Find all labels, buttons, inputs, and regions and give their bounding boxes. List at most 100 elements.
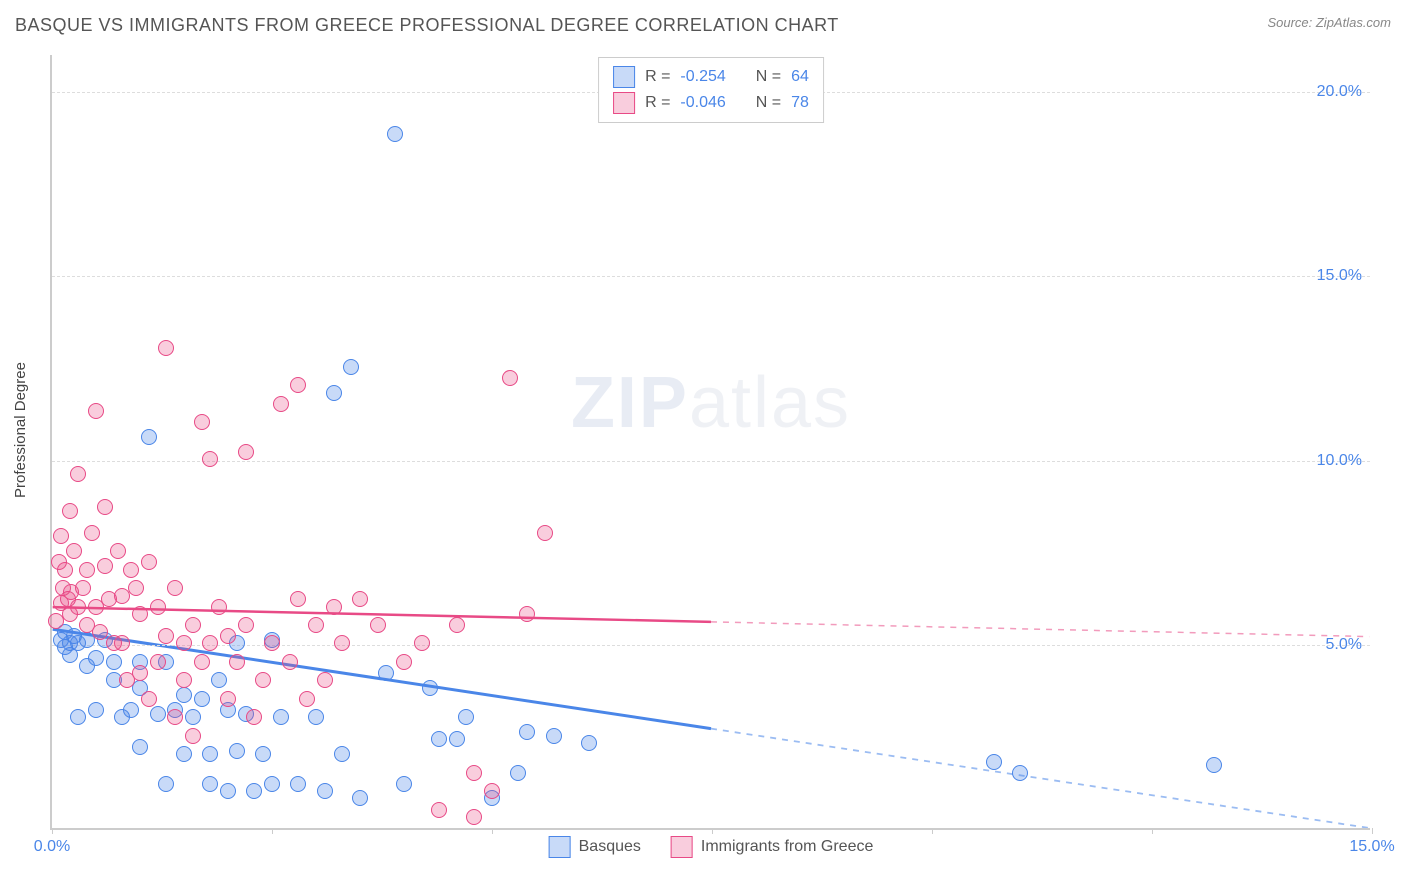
scatter-point — [176, 687, 192, 703]
scatter-point — [282, 654, 298, 670]
scatter-point — [75, 580, 91, 596]
scatter-point — [110, 543, 126, 559]
scatter-point — [211, 672, 227, 688]
scatter-point — [238, 444, 254, 460]
scatter-point — [185, 617, 201, 633]
scatter-point — [466, 809, 482, 825]
scatter-point — [229, 743, 245, 759]
ytick-label: 15.0% — [1317, 267, 1362, 285]
scatter-point — [510, 765, 526, 781]
n-label-1: N = — [756, 94, 781, 112]
xtick-label: 15.0% — [1349, 838, 1394, 856]
scatter-point — [123, 562, 139, 578]
xtick-mark — [492, 828, 493, 834]
scatter-point — [141, 554, 157, 570]
legend-bottom-swatch-1 — [671, 836, 693, 858]
scatter-point — [176, 746, 192, 762]
xtick-mark — [1152, 828, 1153, 834]
n-value-1: 78 — [791, 94, 809, 112]
r-label-1: R = — [645, 94, 670, 112]
scatter-point — [290, 377, 306, 393]
legend-top: R = -0.254 N = 64 R = -0.046 N = 78 — [598, 57, 824, 123]
gridline — [52, 276, 1370, 277]
gridline — [52, 645, 1370, 646]
scatter-point — [326, 385, 342, 401]
scatter-point — [150, 654, 166, 670]
watermark: ZIPatlas — [571, 362, 851, 444]
legend-bottom: Basques Immigrants from Greece — [549, 836, 874, 858]
scatter-point — [66, 543, 82, 559]
scatter-point — [62, 503, 78, 519]
scatter-point — [238, 617, 254, 633]
scatter-point — [70, 599, 86, 615]
scatter-point — [581, 735, 597, 751]
scatter-point — [352, 790, 368, 806]
n-label-0: N = — [756, 68, 781, 86]
scatter-point — [502, 370, 518, 386]
scatter-point — [194, 654, 210, 670]
scatter-point — [202, 635, 218, 651]
scatter-point — [449, 617, 465, 633]
scatter-point — [449, 731, 465, 747]
scatter-point — [132, 606, 148, 622]
source-label: Source: ZipAtlas.com — [1267, 15, 1391, 30]
ytick-label: 10.0% — [1317, 452, 1362, 470]
scatter-point — [202, 746, 218, 762]
watermark-zip: ZIP — [571, 363, 689, 443]
chart-title: BASQUE VS IMMIGRANTS FROM GREECE PROFESS… — [15, 15, 839, 36]
scatter-point — [431, 731, 447, 747]
scatter-point — [128, 580, 144, 596]
scatter-point — [158, 340, 174, 356]
legend-swatch-1 — [613, 92, 635, 114]
scatter-point — [194, 414, 210, 430]
scatter-point — [290, 591, 306, 607]
scatter-point — [106, 654, 122, 670]
scatter-point — [273, 396, 289, 412]
scatter-point — [264, 776, 280, 792]
scatter-point — [88, 702, 104, 718]
scatter-point — [220, 691, 236, 707]
scatter-point — [458, 709, 474, 725]
scatter-point — [317, 672, 333, 688]
scatter-point — [53, 528, 69, 544]
scatter-point — [202, 451, 218, 467]
scatter-point — [167, 580, 183, 596]
legend-swatch-0 — [613, 66, 635, 88]
xtick-mark — [272, 828, 273, 834]
scatter-point — [97, 499, 113, 515]
r-value-0: -0.254 — [680, 68, 725, 86]
scatter-point — [537, 525, 553, 541]
scatter-point — [114, 635, 130, 651]
scatter-point — [546, 728, 562, 744]
scatter-point — [273, 709, 289, 725]
scatter-point — [57, 562, 73, 578]
legend-row-0: R = -0.254 N = 64 — [613, 64, 809, 90]
source-value: ZipAtlas.com — [1316, 15, 1391, 30]
ytick-label: 5.0% — [1326, 636, 1362, 654]
scatter-point — [194, 691, 210, 707]
source-prefix: Source: — [1267, 15, 1315, 30]
scatter-point — [255, 672, 271, 688]
scatter-point — [70, 466, 86, 482]
scatter-point — [396, 654, 412, 670]
xtick-mark — [932, 828, 933, 834]
scatter-point — [176, 672, 192, 688]
ytick-label: 20.0% — [1317, 83, 1362, 101]
scatter-point — [185, 728, 201, 744]
gridline — [52, 461, 1370, 462]
scatter-point — [246, 783, 262, 799]
scatter-point — [123, 702, 139, 718]
legend-bottom-swatch-0 — [549, 836, 571, 858]
title-bar: BASQUE VS IMMIGRANTS FROM GREECE PROFESS… — [15, 15, 1391, 36]
scatter-point — [150, 599, 166, 615]
scatter-point — [387, 126, 403, 142]
legend-row-1: R = -0.046 N = 78 — [613, 90, 809, 116]
scatter-point — [150, 706, 166, 722]
scatter-point — [132, 739, 148, 755]
scatter-point — [1206, 757, 1222, 773]
scatter-point — [431, 802, 447, 818]
scatter-point — [70, 709, 86, 725]
scatter-point — [202, 776, 218, 792]
scatter-point — [986, 754, 1002, 770]
legend-bottom-label-1: Immigrants from Greece — [701, 838, 873, 856]
